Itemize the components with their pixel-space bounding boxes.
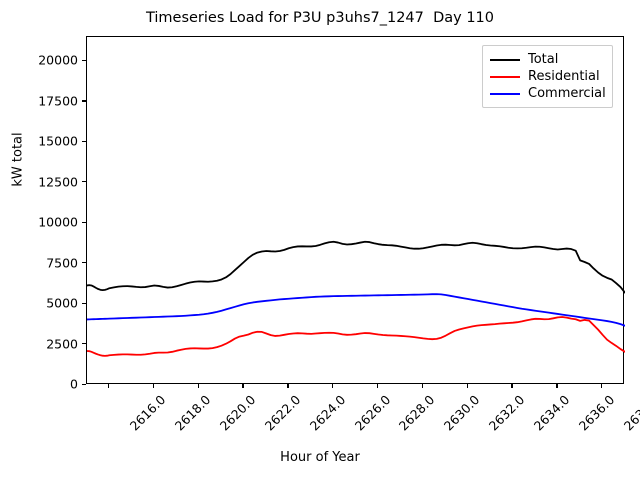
x-axis-tick-mark — [376, 384, 379, 388]
x-axis-tick-mark — [152, 384, 155, 388]
series-line-residential — [87, 316, 625, 357]
x-axis-tick-label: 2624.0 — [306, 392, 349, 434]
legend-swatch-residential — [490, 75, 520, 78]
y-axis-tick-label: 20000 — [38, 52, 78, 68]
x-axis-tick-label: 2634.0 — [530, 392, 573, 434]
y-axis-tick-mark — [82, 262, 86, 264]
x-axis-tick-label: 2618.0 — [172, 392, 214, 434]
x-axis-tick-label: 2626.0 — [351, 392, 393, 434]
x-axis-tick-label: 2632.0 — [485, 392, 528, 434]
y-axis-tick-mark — [82, 383, 86, 385]
x-axis-tick-mark — [332, 384, 334, 388]
y-axis-tick-mark — [82, 181, 86, 183]
chart-title: Timeseries Load for P3U p3uhs7_1247 Day … — [145, 10, 495, 26]
y-axis-tick-mark — [82, 59, 86, 62]
plot-lines — [87, 240, 625, 357]
y-axis-tick-label: 2500 — [46, 336, 78, 352]
legend-swatch-commercial — [490, 92, 520, 95]
legend-swatch-total — [490, 58, 520, 61]
x-axis-tick-label: 2628.0 — [396, 392, 438, 434]
y-axis-tick-mark — [82, 302, 86, 304]
x-axis-tick-label: 2638.0 — [620, 392, 640, 434]
y-axis-tick-label: 10000 — [38, 214, 78, 230]
y-axis-tick-mark — [82, 221, 86, 223]
chart-legend: Total Residential Commercial — [482, 45, 613, 108]
x-axis-tick-mark — [287, 384, 289, 388]
x-axis-label: Hour of Year — [280, 450, 360, 465]
legend-item-commercial[interactable]: Commercial — [490, 85, 606, 102]
x-axis-tick-label: 2620.0 — [216, 392, 259, 434]
y-axis-tick-mark — [82, 140, 86, 142]
y-axis-tick-label: 17500 — [38, 93, 78, 109]
series-line-commercial — [87, 293, 625, 327]
y-axis-tick-mark — [82, 343, 86, 345]
x-axis-tick-mark — [421, 384, 424, 388]
x-axis-tick-mark — [556, 384, 558, 388]
x-axis-tick-mark — [197, 384, 199, 388]
x-axis-tick-mark — [601, 384, 603, 388]
y-axis-label: kW total — [10, 132, 26, 187]
x-axis-tick-mark — [242, 384, 244, 388]
y-axis-tick-label: 5000 — [46, 295, 78, 311]
y-axis-tick-labels: 0 2500 5000 7500 10000 12500 15000 17500 20000 — [0, 0, 78, 480]
series-line-total — [87, 240, 625, 294]
y-axis-tick-label: 15000 — [38, 133, 78, 149]
x-axis-tick-label: 2636.0 — [575, 392, 618, 434]
legend-item-total[interactable]: Total — [490, 51, 605, 68]
x-axis-tick-label: 2630.0 — [441, 392, 483, 434]
legend-label: Commercial — [528, 86, 606, 101]
y-axis-tick-label: 7500 — [46, 255, 78, 271]
x-axis-tick-mark — [511, 384, 513, 388]
x-axis-tick-mark — [107, 384, 110, 388]
y-axis-tick-label: 0 — [70, 376, 78, 392]
x-axis-tick-mark — [466, 384, 468, 388]
y-axis-tick-mark — [82, 100, 86, 102]
x-axis-tick-label: 2616.0 — [127, 392, 169, 434]
legend-label: Residential — [528, 69, 600, 84]
legend-item-residential[interactable]: Residential — [490, 68, 605, 85]
y-axis-tick-label: 12500 — [38, 174, 78, 190]
x-axis-tick-label: 2622.0 — [261, 392, 304, 434]
legend-label: Total — [528, 52, 559, 67]
